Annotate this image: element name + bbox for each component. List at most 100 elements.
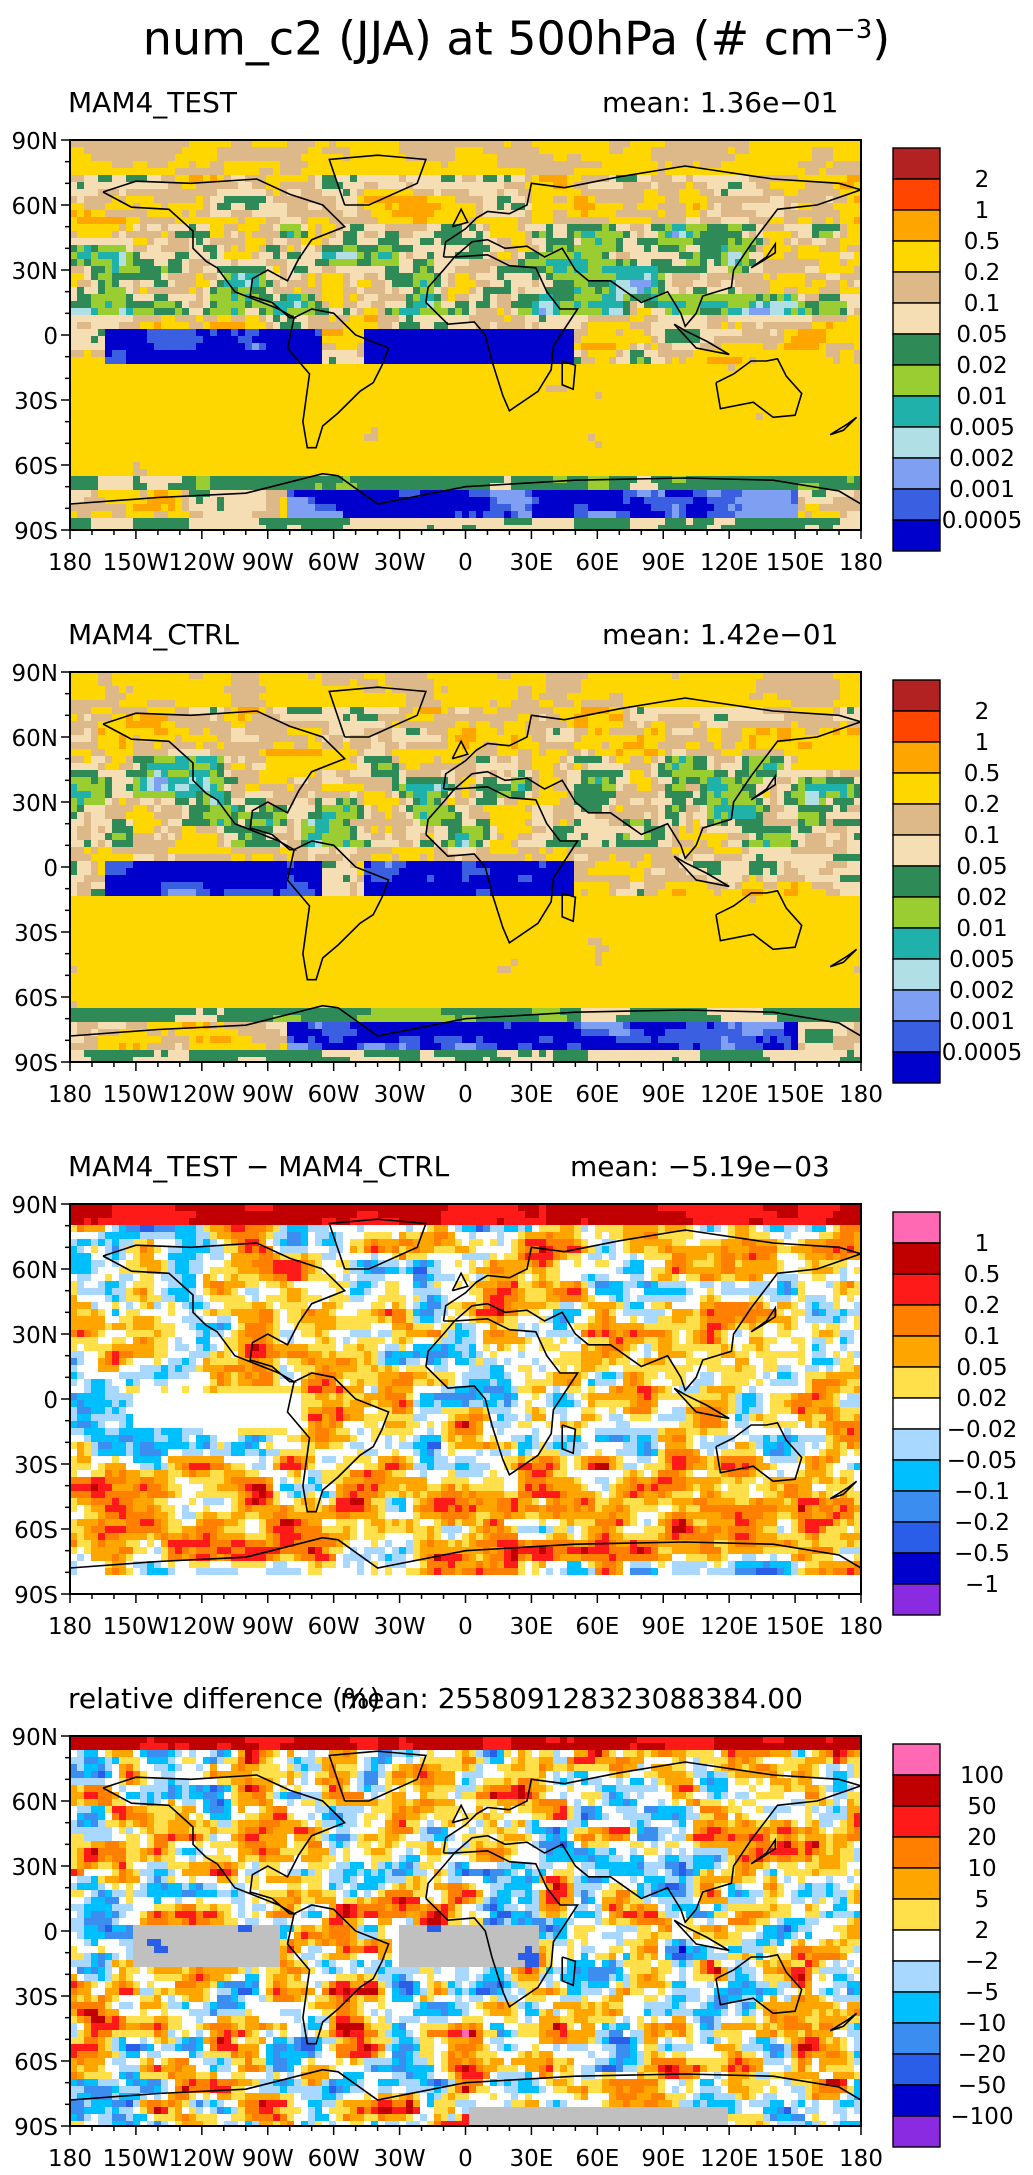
panel-2-lon-tick: 60E [575, 1082, 619, 1108]
panel-1-lat-tick: 0 [43, 324, 58, 350]
panel-4-legend-swatch [892, 1743, 941, 1776]
panel-1-title: MAM4_TEST [68, 86, 237, 119]
panel-3-lat-tick: 60S [14, 1518, 58, 1544]
panel-1-lat-tick: 60S [14, 454, 58, 480]
panel-1-lat-tick: 90N [12, 129, 58, 155]
panel-4-mean: mean: 2558091283230883​84.00 [340, 1682, 803, 1715]
panel-4-lon-tick: 150W [103, 2146, 170, 2172]
figure-title: num_c2 (JJA) at 500hPa (# cm−3) [0, 0, 1033, 68]
panel-3-lat-tick: 60N [12, 1258, 58, 1284]
panel-3-legend: 1 0.5 0.2 0.1 0.05 0.02 −0.02 −0.05 −0.1 −0.2 −0.5… [892, 1211, 1017, 1616]
panel-2-legend: 2 1 0.5 0.2 0.1 0.05 0.02 0.01 0.005 0.002 0.001 0.… [892, 679, 1022, 1084]
panel-1-legend-swatch [892, 147, 941, 180]
panel-3-mean: mean: −5.19e−03 [570, 1150, 830, 1183]
panel-4-title: relative difference (%) [68, 1682, 380, 1715]
panel-2-legend-swatch [892, 989, 941, 1022]
panel-3-lat-tick: 30N [12, 1323, 58, 1349]
panel-3-lat-tick: 90N [12, 1193, 58, 1219]
panel-2-legend-label: 0.005 [949, 947, 1015, 973]
panel-2-lat-tick: 30N [12, 791, 58, 817]
panel-1-legend-label: 0.05 [956, 322, 1007, 348]
panel-1-lat-tick: 90S [14, 519, 58, 545]
panel-2-lat-tick: 0 [43, 856, 58, 882]
panel-3-legend-label: 0.1 [964, 1324, 1001, 1350]
panel-2-lon-tick: 90W [242, 1082, 294, 1108]
panel-1-legend-label: 0.2 [964, 260, 1001, 286]
panel-4-legend-swatch [892, 2022, 941, 2055]
panel-3-legend-label: −0.05 [947, 1448, 1017, 1474]
panel-2-lon-tick: 60W [308, 1082, 360, 1108]
panel-1-lon-tick: 90W [242, 550, 294, 576]
panel-1-coastlines [70, 154, 861, 505]
panel-1-legend-swatch [892, 240, 941, 273]
panel-3-lon-tick: 60W [308, 1614, 360, 1640]
panel-4-legend-label: −2 [965, 1949, 999, 1975]
panel-2-map: 90N 60N 30N 0 30S 60S 90S 180 150W 120W 90W 60W 30W 0… [12, 661, 883, 1108]
panel-2-lon-tick: 90E [641, 1082, 685, 1108]
panel-2-mean: mean: 1.42e−01 [602, 618, 838, 651]
panel-3-lon-tick: 90W [242, 1614, 294, 1640]
panel-3-legend-swatch [892, 1428, 941, 1461]
panel-1-legend-label: 0.02 [956, 353, 1007, 379]
panel-2-legend-swatch [892, 710, 941, 743]
panel-3-legend-swatch [892, 1397, 941, 1430]
panel-2-lon-tick: 30W [374, 1082, 426, 1108]
panel-1-lon-tick: 120W [169, 550, 236, 576]
panel-3-lon-tick: 0 [458, 1614, 473, 1640]
panel-4-legend: 100 50 20 10 5 2 −2 −5 −10 −20 −50 −100 [892, 1743, 1014, 2148]
panel-4-legend-swatch [892, 1867, 941, 1900]
panel-1-legend-label: 2 [975, 167, 990, 193]
panel-2-legend-swatch [892, 958, 941, 991]
panel-4-legend-label: −100 [950, 2104, 1013, 2130]
panel-1-lon-tick: 60W [308, 550, 360, 576]
panel-3-legend-label: −0.1 [954, 1479, 1010, 1505]
panel-3-legend-swatch [892, 1273, 941, 1306]
panel-2-legend-label: 0.2 [964, 792, 1001, 818]
panel-3-legend-label: 0.02 [956, 1386, 1007, 1412]
panel-4-lat-tick: 60S [14, 2050, 58, 2076]
panel-1-legend-swatch [892, 488, 941, 521]
panel-3-map: 90N 60N 30N 0 30S 60S 90S 180 150W 120W 90W 60W 30W 0… [12, 1193, 883, 1640]
panel-4-legend-swatch [892, 2115, 941, 2148]
panel-2-legend-label: 0.02 [956, 885, 1007, 911]
panel-4-lon-tick: 60E [575, 2146, 619, 2172]
panel-1-lon-tick: 180 [48, 550, 92, 576]
panel-2-legend-label: 0.0005 [942, 1040, 1022, 1066]
panel-4-field [70, 1736, 861, 2126]
panel-3-lat-tick: 30S [14, 1453, 58, 1479]
panel-3-field [70, 1204, 861, 1594]
panel-3-lon-tick: 180 [839, 1614, 883, 1640]
panel-4-lon-tick: 90E [641, 2146, 685, 2172]
panel-4-map: 90N 60N 30N 0 30S 60S 90S 180 150W 120W 90W 60W 30W 0… [12, 1725, 883, 2172]
panel-2-legend-label: 0.5 [964, 761, 1001, 787]
panel-2-legend-swatch [892, 1020, 941, 1053]
panel-1-lon-tick: 30W [374, 550, 426, 576]
panel-4-lat-tick: 30N [12, 1855, 58, 1881]
panel-1-legend-swatch [892, 519, 941, 552]
panel-3-legend-label: 0.05 [956, 1355, 1007, 1381]
panel-2-coastlines [70, 686, 861, 1037]
panel-1-map: 90N 60N 30N 0 30S 60S 90S 180 150W 120W 90W 60W 30W 0… [12, 129, 883, 576]
panel-1-legend-swatch [892, 178, 941, 211]
panel-3-legend-swatch [892, 1211, 941, 1244]
panel-1-lat-tick: 30N [12, 259, 58, 285]
panel-2-legend-swatch [892, 772, 941, 805]
panel-1-lon-tick: 0 [458, 550, 473, 576]
panel-2-lat-tick: 90S [14, 1051, 58, 1077]
panel-2-legend-swatch [892, 1051, 941, 1084]
panel-4-lat-tick: 30S [14, 1985, 58, 2011]
panel-2-legend-label: 0.01 [956, 916, 1007, 942]
panel-2-lon-tick: 30E [510, 1082, 554, 1108]
panel-4-lat-tick: 90N [12, 1725, 58, 1751]
panel-1-legend-label: 0.0005 [942, 508, 1022, 534]
panel-2-legend-label: 2 [975, 699, 990, 725]
figure-title-exponent: −3 [834, 15, 872, 45]
panel-2-lon-tick: 150W [103, 1082, 170, 1108]
panel-1-legend-swatch [892, 364, 941, 397]
panel-4-legend-swatch [892, 1929, 941, 1962]
panel-2-legend-label: 0.05 [956, 854, 1007, 880]
panel-3-legend-label: 1 [975, 1231, 990, 1257]
panel-4-legend-label: 5 [975, 1887, 990, 1913]
panel-3-legend-swatch [892, 1304, 941, 1337]
